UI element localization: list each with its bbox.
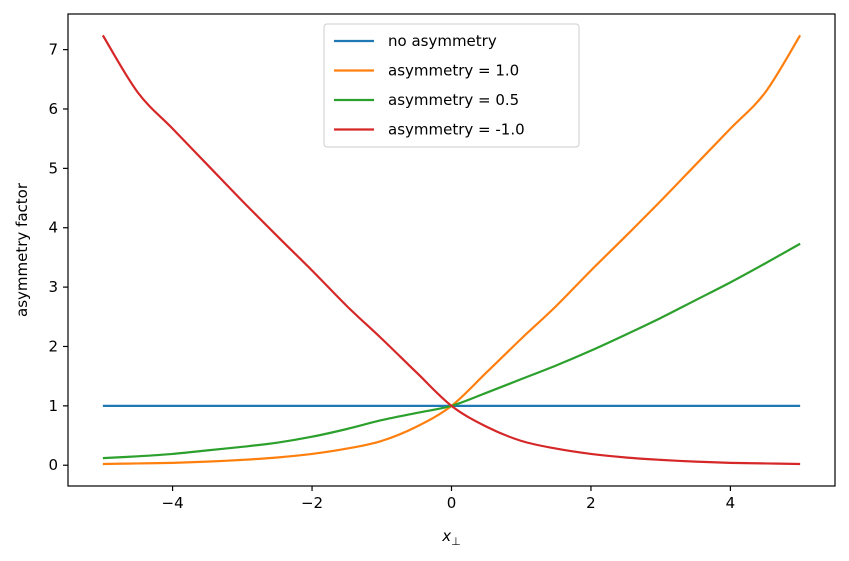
- y-tick-label: 1: [48, 397, 58, 415]
- y-axis-label: asymmetry factor: [13, 182, 31, 317]
- y-tick-label: 6: [48, 100, 58, 118]
- legend-box: [323, 23, 580, 148]
- x-tick-label: −4: [162, 494, 184, 512]
- y-tick-label: 2: [48, 337, 58, 355]
- plot-area: [101, 34, 802, 466]
- x-tick-label: −2: [301, 494, 323, 512]
- legend: no asymmetry asymmetry = 1.0 asymmetry = 0…: [323, 23, 580, 148]
- y-tick-label: 0: [48, 456, 58, 474]
- x-tick-label: 2: [586, 494, 596, 512]
- x-axis-label: x⊥: [441, 527, 460, 548]
- x-axis-label-main: x: [441, 527, 451, 545]
- legend-label-2: asymmetry = 0.5: [388, 91, 519, 109]
- legend-label-1: asymmetry = 1.0: [388, 62, 519, 80]
- y-tick-label: 3: [48, 278, 58, 296]
- x-tick-label: 4: [726, 494, 736, 512]
- legend-label-3: asymmetry = -1.0: [388, 121, 525, 139]
- y-tick-label: 7: [48, 41, 58, 59]
- legend-label-0: no asymmetry: [388, 32, 497, 50]
- y-tick-label: 5: [48, 159, 58, 177]
- series-line-2: [102, 242, 801, 460]
- x-axis-label-subscript: ⊥: [451, 535, 461, 548]
- y-tick-label: 4: [48, 219, 58, 237]
- x-tick-label: 0: [447, 494, 457, 512]
- series-line-3: [101, 34, 801, 466]
- axis-ticks: −4 −2 0 2 4 0 1 2 3 4 5 6 7: [48, 41, 735, 512]
